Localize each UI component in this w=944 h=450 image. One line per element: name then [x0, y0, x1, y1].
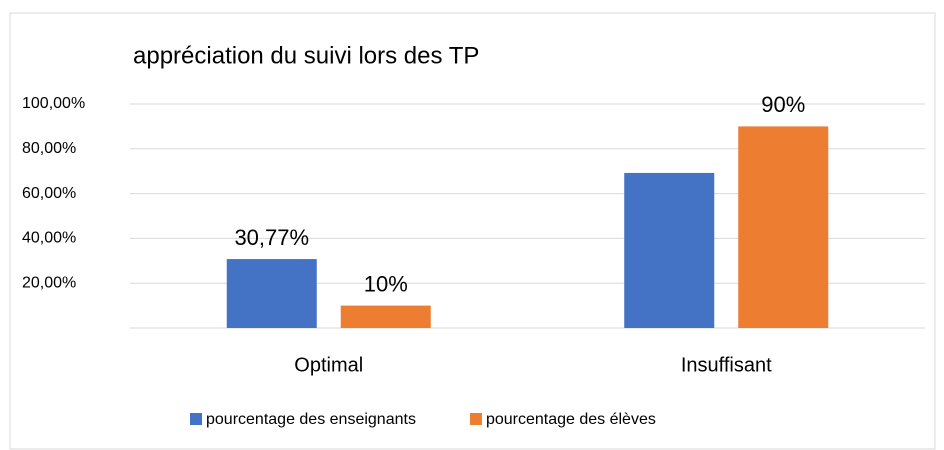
data-label: 10% — [364, 271, 408, 296]
data-label: 30,77% — [234, 225, 309, 250]
legend-label: pourcentage des élèves — [486, 411, 656, 428]
bar — [738, 126, 829, 329]
y-tick-label: 80,00% — [22, 140, 76, 157]
data-label: 90% — [761, 92, 805, 117]
bar — [226, 259, 317, 328]
x-tick-label: Optimal — [294, 354, 363, 376]
y-tick-label: 100,00% — [22, 95, 85, 112]
legend-swatch — [469, 413, 482, 425]
bar — [624, 172, 715, 328]
bar — [340, 305, 431, 328]
y-tick-label: 40,00% — [22, 230, 76, 247]
legend-label: pourcentage des enseignants — [206, 411, 416, 428]
y-tick-label: 20,00% — [22, 274, 76, 291]
y-tick-label: 60,00% — [22, 185, 76, 202]
x-tick-label: Insuffisant — [681, 354, 772, 376]
legend-swatch — [190, 413, 202, 425]
chart-title: appréciation du suivi lors des TP — [133, 42, 479, 69]
